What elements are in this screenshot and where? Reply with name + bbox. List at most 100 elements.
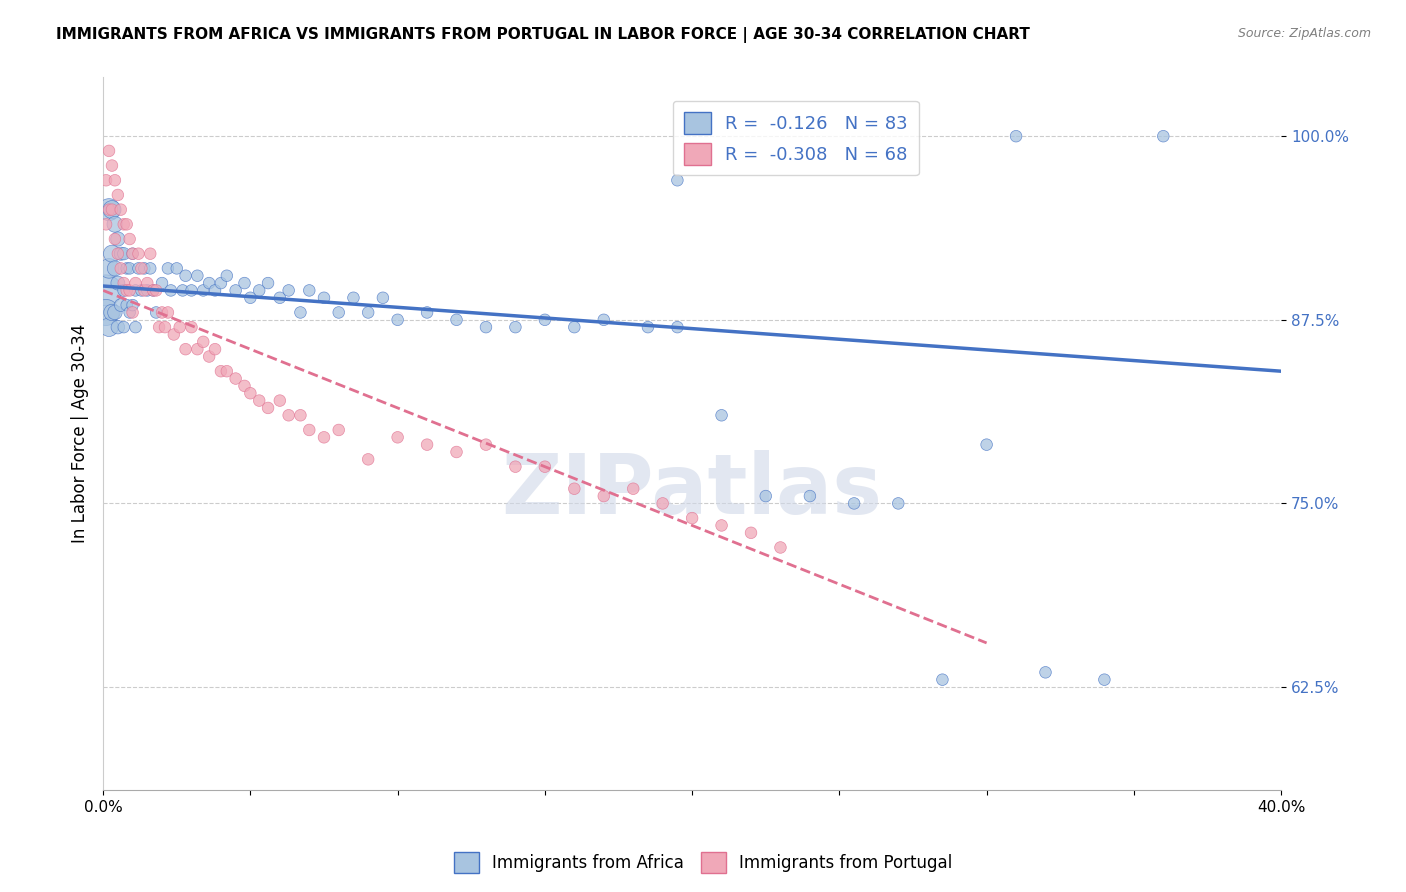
Point — [101, 305, 124, 319]
Point — [121, 298, 143, 312]
Point — [118, 305, 141, 319]
Point — [239, 291, 262, 305]
Point — [186, 268, 208, 283]
Point — [931, 673, 953, 687]
Point — [710, 518, 733, 533]
Point — [98, 144, 121, 158]
Point — [107, 246, 129, 260]
Point — [976, 437, 998, 451]
Point — [115, 261, 138, 276]
Point — [534, 313, 557, 327]
Point — [98, 202, 121, 217]
Point — [446, 445, 468, 459]
Point — [446, 313, 468, 327]
Point — [666, 320, 689, 334]
Point — [209, 276, 232, 290]
Point — [505, 459, 527, 474]
Point — [298, 423, 321, 437]
Point — [887, 496, 910, 510]
Point — [534, 459, 557, 474]
Point — [139, 261, 162, 276]
Point — [98, 261, 121, 276]
Point — [110, 261, 132, 276]
Point — [277, 409, 299, 423]
Point — [163, 327, 186, 342]
Point — [204, 342, 226, 356]
Point — [198, 350, 221, 364]
Point — [269, 393, 291, 408]
Point — [156, 261, 179, 276]
Point — [290, 305, 312, 319]
Point — [134, 261, 156, 276]
Point — [681, 511, 703, 525]
Point — [247, 393, 270, 408]
Point — [124, 320, 146, 334]
Point — [225, 284, 247, 298]
Point — [233, 379, 256, 393]
Point — [342, 291, 364, 305]
Point — [169, 320, 191, 334]
Point — [115, 298, 138, 312]
Point — [174, 342, 197, 356]
Point — [110, 298, 132, 312]
Point — [115, 284, 138, 298]
Point — [174, 268, 197, 283]
Text: IMMIGRANTS FROM AFRICA VS IMMIGRANTS FROM PORTUGAL IN LABOR FORCE | AGE 30-34 CO: IMMIGRANTS FROM AFRICA VS IMMIGRANTS FRO… — [56, 27, 1031, 43]
Point — [139, 246, 162, 260]
Point — [121, 246, 143, 260]
Point — [142, 284, 165, 298]
Point — [769, 541, 792, 555]
Point — [110, 202, 132, 217]
Point — [98, 320, 121, 334]
Point — [112, 276, 135, 290]
Point — [416, 305, 439, 319]
Point — [136, 284, 159, 298]
Point — [142, 284, 165, 298]
Point — [357, 305, 380, 319]
Point — [131, 284, 153, 298]
Point — [416, 437, 439, 451]
Text: ZIPatlas: ZIPatlas — [502, 450, 883, 531]
Point — [637, 320, 659, 334]
Point — [101, 202, 124, 217]
Point — [621, 482, 644, 496]
Point — [562, 320, 585, 334]
Point — [150, 305, 173, 319]
Point — [104, 173, 127, 187]
Point — [215, 364, 238, 378]
Point — [127, 246, 149, 260]
Point — [145, 284, 167, 298]
Point — [101, 159, 124, 173]
Point — [198, 276, 221, 290]
Point — [180, 284, 202, 298]
Point — [1152, 129, 1174, 144]
Point — [94, 173, 117, 187]
Point — [112, 217, 135, 231]
Point — [131, 261, 153, 276]
Point — [1035, 665, 1057, 680]
Point — [505, 320, 527, 334]
Point — [328, 423, 350, 437]
Point — [172, 284, 194, 298]
Point — [107, 276, 129, 290]
Point — [257, 276, 280, 290]
Point — [225, 371, 247, 385]
Point — [269, 291, 291, 305]
Point — [145, 305, 167, 319]
Point — [148, 320, 170, 334]
Point — [118, 284, 141, 298]
Point — [115, 217, 138, 231]
Point — [112, 246, 135, 260]
Point — [357, 452, 380, 467]
Point — [592, 313, 614, 327]
Point — [799, 489, 821, 503]
Point — [98, 202, 121, 217]
Point — [112, 320, 135, 334]
Legend: Immigrants from Africa, Immigrants from Portugal: Immigrants from Africa, Immigrants from … — [447, 846, 959, 880]
Point — [94, 284, 117, 298]
Point — [1005, 129, 1028, 144]
Point — [193, 284, 215, 298]
Point — [740, 525, 762, 540]
Point — [1092, 673, 1115, 687]
Point — [160, 284, 183, 298]
